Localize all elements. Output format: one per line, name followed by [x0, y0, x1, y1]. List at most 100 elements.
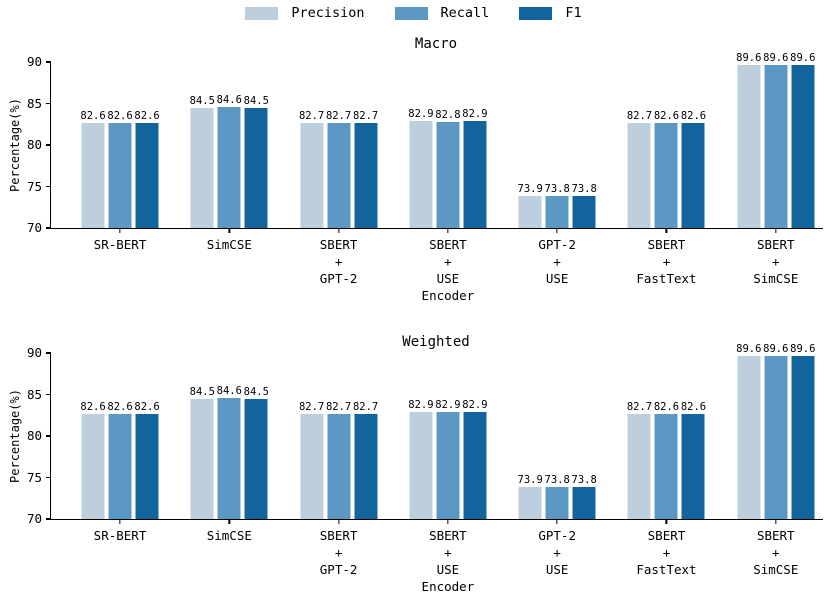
bar-value-label: 84.5: [243, 94, 269, 107]
y-tick-label: 90: [26, 345, 42, 360]
bar-value-label: 82.9: [462, 107, 488, 120]
x-tick-mark: [775, 519, 777, 524]
bar-value-label: 82.9: [435, 398, 461, 411]
y-tick-mark: [46, 102, 51, 105]
y-tick-mark: [46, 61, 51, 63]
y-tick-label: 85: [26, 386, 42, 402]
bar-f1: 89.6: [790, 52, 815, 228]
bar-precision: 82.9: [408, 399, 434, 519]
recall-swatch-icon: [394, 6, 428, 20]
bar-value-label: 89.6: [790, 52, 816, 65]
x-tick-label: SimCSE: [206, 528, 252, 543]
bar-recall: 82.6: [107, 110, 133, 228]
bar-precision: 82.7: [627, 401, 652, 519]
x-tick-mark: [228, 519, 230, 524]
bar-value-label: 84.6: [216, 93, 242, 106]
bar-value-label: 82.7: [325, 109, 352, 122]
y-tick-label: 75: [26, 469, 42, 485]
macro-plot-area: Percentage(%) 70 75 80 85 90 82.6 82.6 82.6 SR-BE…: [8, 52, 823, 303]
bar-f1: 73.8: [572, 183, 597, 228]
x-tick-label: GPT-2 + USE: [538, 528, 576, 577]
bar-value-label: 82.7: [298, 109, 325, 122]
bar-group: 73.9 73.8 73.8: [518, 474, 597, 519]
bar-value-label: 82.7: [325, 400, 352, 413]
bar-group: 89.6 89.6 89.6: [736, 343, 815, 519]
y-tick-mark: [46, 227, 51, 229]
bar-recall: 73.8: [545, 183, 570, 228]
bar-precision: 82.6: [80, 401, 106, 519]
x-tick-mark: [447, 519, 449, 524]
y-tick-mark: [46, 144, 51, 146]
bar-f1: 82.6: [134, 110, 160, 228]
legend-item-f1: F1: [519, 5, 582, 21]
bar-recall: 82.6: [654, 401, 679, 519]
bar-value-label: 82.7: [298, 400, 325, 413]
x-tick-label: SR-BERT: [93, 528, 147, 543]
bar-value-label: 82.6: [80, 401, 106, 414]
weighted-plot-area: Percentage(%) 70 75 80 85 90 82.6 82.6 82.6 SR-BE…: [8, 343, 823, 593]
y-axis-label: Percentage(%): [8, 389, 22, 483]
bar-value-label: 82.7: [626, 400, 653, 413]
x-tick-label: SimCSE: [206, 237, 252, 252]
bar-value-label: 82.9: [408, 107, 434, 120]
bar-recall: 89.6: [763, 343, 788, 519]
y-tick-label: 75: [26, 178, 42, 194]
bar-f1: 82.9: [462, 399, 488, 519]
bar-value-label: 84.5: [189, 94, 215, 107]
bar-group: 82.9 82.9 82.9: [408, 399, 488, 519]
bar-f1: 73.8: [572, 474, 597, 519]
legend-item-precision: Precision: [245, 5, 365, 21]
bar-recall: 82.6: [654, 110, 679, 228]
bar-precision: 82.7: [299, 401, 324, 519]
bar-precision: 89.6: [736, 343, 761, 519]
bar-recall: 84.6: [217, 94, 242, 228]
bar-group: 82.6 82.6 82.6: [80, 401, 160, 519]
bar-value-label: 82.7: [352, 400, 379, 413]
bar-f1: 89.6: [790, 343, 815, 519]
bar-precision: 73.9: [518, 183, 543, 228]
y-tick-mark: [46, 476, 51, 479]
bar-value-label: 82.6: [107, 110, 133, 123]
bar-value-label: 82.6: [134, 401, 160, 414]
bar-group: 82.9 82.8 82.9: [408, 108, 488, 228]
x-tick-mark: [665, 228, 668, 233]
legend-label-precision: Precision: [291, 5, 365, 21]
bar-precision: 89.6: [736, 52, 761, 228]
bar-f1: 82.6: [681, 401, 706, 519]
x-tick-label: SBERT + FastText: [636, 528, 697, 577]
x-tick-label: GPT-2 + USE: [538, 237, 576, 286]
bar-group: 82.7 82.6 82.6: [627, 401, 706, 519]
bar-value-label: 84.6: [216, 384, 242, 397]
bar-value-label: 89.6: [763, 343, 789, 356]
precision-swatch-icon: [245, 6, 279, 20]
bar-f1: 82.7: [353, 401, 378, 519]
bar-value-label: 82.6: [653, 401, 680, 414]
subplot-title-weighted: Weighted: [402, 334, 470, 350]
y-tick-label: 85: [26, 95, 42, 111]
y-tick-mark: [46, 435, 51, 437]
bar-value-label: 89.6: [763, 52, 789, 65]
x-tick-mark: [447, 228, 449, 233]
bar-value-label: 73.8: [571, 183, 597, 196]
bar-value-label: 89.6: [790, 343, 816, 356]
bar-value-label: 82.6: [107, 401, 133, 414]
x-tick-label: SBERT + FastText: [636, 237, 697, 286]
bar-value-label: 73.9: [517, 182, 543, 195]
bar-value-label: 73.9: [517, 473, 543, 486]
y-axis-label: Percentage(%): [8, 98, 22, 192]
x-tick-mark: [228, 228, 230, 233]
y-tick-label: 80: [26, 137, 42, 152]
bar-recall: 89.6: [763, 52, 788, 228]
bar-value-label: 82.8: [435, 108, 461, 121]
bar-precision: 84.5: [190, 386, 215, 519]
bar-value-label: 82.7: [352, 109, 379, 122]
bar-recall: 82.8: [435, 109, 461, 228]
bar-f1: 84.5: [244, 95, 269, 228]
bar-value-label: 89.6: [736, 52, 762, 65]
x-tick-mark: [665, 519, 668, 524]
x-tick-label: SBERT + GPT-2: [319, 237, 358, 286]
bar-precision: 82.7: [299, 110, 324, 228]
subplot-title-macro: Macro: [414, 36, 458, 52]
y-tick-mark: [46, 518, 51, 520]
